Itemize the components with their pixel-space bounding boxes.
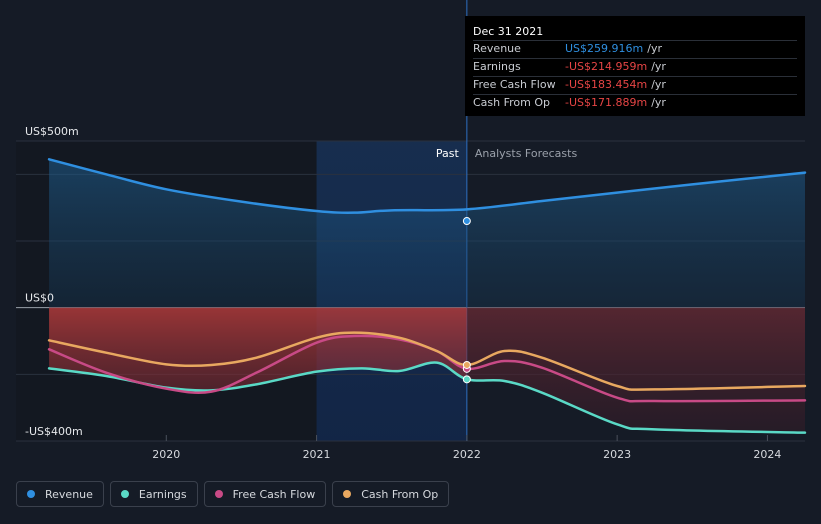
legend-label: Free Cash Flow [232,487,316,501]
tooltip-value: -US$214.959m [565,60,648,73]
marker-cash-from-op [462,360,471,369]
tooltip-label: Revenue [473,42,521,55]
legend-dot-icon [214,490,223,498]
past-label: Past [436,147,460,160]
negative-area-past [49,307,467,391]
tooltip-row-revenue: Revenue US$259.916m /yr [473,40,797,58]
legend-item-cash-from-op[interactable]: Cash From Op [332,481,450,507]
tooltip-value: US$259.916m [565,42,644,55]
tooltip-unit: /yr [651,78,666,91]
y-tick-label: -US$400m [25,425,83,438]
series-line-revenue [47,158,807,214]
chart-legend: Revenue Earnings Free Cash Flow Cash Fro… [16,481,450,507]
legend-item-earnings[interactable]: Earnings [109,481,198,507]
tooltip-unit: /yr [647,42,662,55]
series-line-cash-from-op [47,331,807,391]
tooltip-value: -US$183.454m [565,78,648,91]
marker-revenue [462,217,471,226]
x-tick-label: 2024 [753,448,781,461]
legend-item-free-cash-flow[interactable]: Free Cash Flow [203,481,327,507]
marker-earnings [462,375,471,384]
tooltip-unit: /yr [651,96,666,109]
tooltip-date: Dec 31 2021 [473,25,544,38]
tooltip-panel: Dec 31 2021 Revenue US$259.916m /yr Earn… [465,16,805,116]
legend-dot-icon [120,490,129,498]
legend-label: Revenue [45,487,93,501]
legend-label: Earnings [138,487,187,501]
legend-label: Cash From Op [361,487,439,501]
legend-dot-icon [27,490,35,498]
tooltip-unit: /yr [651,60,666,73]
forecast-label: Analysts Forecasts [475,147,578,160]
tooltip-row-earnings: Earnings -US$214.959m /yr [473,58,797,76]
tooltip-label: Free Cash Flow [473,78,556,91]
x-tick-label: 2021 [303,448,331,461]
series-line-earnings [47,361,807,434]
x-tick-label: 2022 [453,448,481,461]
tooltip-row-free-cash-flow: Free Cash Flow -US$183.454m /yr [473,76,797,94]
tooltip-row-cash-from-op: Cash From Op -US$171.889m /yr [473,94,797,112]
legend-item-revenue[interactable]: Revenue [16,481,104,507]
x-tick-label: 2020 [152,448,180,461]
tooltip-label: Earnings [473,60,521,73]
y-tick-label: US$0 [25,292,54,305]
revenue-area [49,159,805,308]
y-tick-label: US$500m [25,125,79,138]
tooltip-value: -US$171.889m [565,96,648,109]
tooltip-label: Cash From Op [473,96,551,109]
legend-dot-icon [343,490,352,498]
x-tick-label: 2023 [603,448,631,461]
